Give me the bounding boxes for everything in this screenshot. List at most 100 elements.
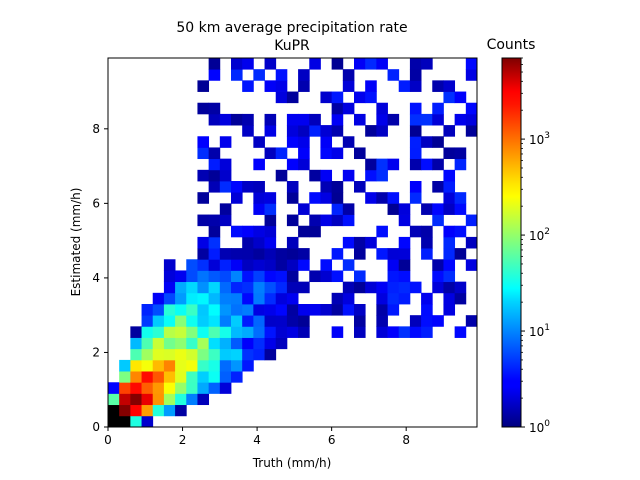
heatmap-cell <box>387 203 400 215</box>
heatmap-cell <box>208 248 221 260</box>
heatmap-cell <box>163 292 176 305</box>
heatmap-cell <box>421 136 433 148</box>
heatmap-cell <box>454 292 467 305</box>
heatmap-cell <box>286 236 299 249</box>
heatmap-cell <box>175 393 187 406</box>
heatmap-cell <box>231 315 243 327</box>
heatmap-cell <box>320 169 333 182</box>
heatmap-cell <box>365 91 377 104</box>
heatmap-cell <box>253 281 265 294</box>
heatmap-cell <box>253 304 265 316</box>
heatmap-cell <box>141 371 154 383</box>
heatmap-cell <box>443 304 456 316</box>
heatmap-cells <box>108 58 478 428</box>
heatmap-cell <box>320 214 333 227</box>
heatmap-cell <box>331 58 344 70</box>
heatmap-cell <box>443 248 456 260</box>
heatmap-cell <box>443 125 456 137</box>
heatmap-cell <box>197 382 210 394</box>
heatmap-cell <box>231 348 243 361</box>
heatmap-cell <box>432 203 444 215</box>
heatmap-cell <box>186 270 198 283</box>
heatmap-cell <box>208 270 221 283</box>
heatmap-cell <box>253 158 265 171</box>
x-tick-label: 8 <box>402 433 410 447</box>
heatmap-cell <box>286 192 299 204</box>
heatmap-cell <box>208 337 221 350</box>
heatmap-cell <box>264 259 277 271</box>
heatmap-cell <box>398 203 411 215</box>
heatmap-cell <box>197 326 210 338</box>
colorbar <box>501 57 522 428</box>
heatmap-cell <box>186 292 198 305</box>
y-tick-label: 4 <box>92 271 100 285</box>
heatmap-cell <box>342 69 355 81</box>
heatmap-cell <box>163 281 176 294</box>
heatmap-cell <box>376 169 388 182</box>
heatmap-cell <box>298 80 310 92</box>
x-axis-label: Truth (mm/h) <box>252 456 332 470</box>
heatmap-cell <box>253 315 265 327</box>
heatmap-cell <box>152 393 165 406</box>
heatmap-cell <box>421 292 433 305</box>
heatmap-cell <box>409 225 422 238</box>
heatmap-cell <box>421 236 433 249</box>
x-tick-label: 4 <box>253 433 261 447</box>
heatmap-cell <box>163 371 176 383</box>
heatmap-cell <box>465 125 478 137</box>
heatmap-cell <box>152 348 165 361</box>
heatmap-cell <box>119 415 131 428</box>
heatmap-cell <box>409 125 422 137</box>
heatmap-cell <box>432 113 444 126</box>
heatmap-cell <box>275 304 288 316</box>
chart-title: 50 km average precipitation rate <box>176 20 407 36</box>
heatmap-cell <box>320 259 333 271</box>
heatmap-cell <box>219 326 232 338</box>
heatmap-cell <box>197 393 210 406</box>
heatmap-cell <box>242 315 254 327</box>
heatmap-cell <box>309 270 321 283</box>
heatmap-cell <box>119 382 131 394</box>
heatmap-cell <box>208 236 221 249</box>
heatmap-cell <box>331 292 344 305</box>
y-tick-label: 0 <box>92 420 100 434</box>
heatmap-cell <box>320 181 333 193</box>
heatmap-cell <box>421 304 433 316</box>
heatmap-cell <box>376 281 388 294</box>
colorbar-ticks: 100 101 102 103 <box>521 57 550 435</box>
heatmap-cell <box>242 304 254 316</box>
heatmap-cell <box>443 147 456 160</box>
heatmap-cell <box>163 270 176 283</box>
heatmap-cell <box>398 259 411 271</box>
heatmap-cell <box>264 113 277 126</box>
heatmap-cell <box>298 69 310 81</box>
heatmap-cell <box>197 236 210 249</box>
heatmap-cell <box>219 292 232 305</box>
heatmap-cell <box>432 270 444 283</box>
heatmap-cell <box>253 69 265 81</box>
heatmap-cell <box>432 214 444 227</box>
heatmap-cell <box>253 348 265 361</box>
heatmap-cell <box>231 304 243 316</box>
heatmap-cell <box>342 80 355 92</box>
heatmap-cell <box>242 270 254 283</box>
heatmap-cell <box>454 248 467 260</box>
heatmap-cell <box>454 203 467 215</box>
heatmap-cell <box>264 248 277 260</box>
heatmap-cell <box>421 203 433 215</box>
heatmap-cell <box>286 136 299 148</box>
heatmap-cell <box>163 359 176 372</box>
heatmap-cell <box>409 147 422 160</box>
heatmap-cell <box>286 158 299 171</box>
heatmap-cell <box>208 359 221 372</box>
heatmap-cell <box>421 248 433 260</box>
heatmap-cell <box>432 259 444 271</box>
colorbar-tick-label: 102 <box>529 227 550 243</box>
heatmap-cell <box>242 348 254 361</box>
heatmap-cell <box>231 270 243 283</box>
heatmap-cell <box>152 337 165 350</box>
heatmap-cell <box>163 259 176 271</box>
heatmap-cell <box>264 225 277 238</box>
heatmap-cell <box>197 214 210 227</box>
heatmap-cell <box>387 292 400 305</box>
